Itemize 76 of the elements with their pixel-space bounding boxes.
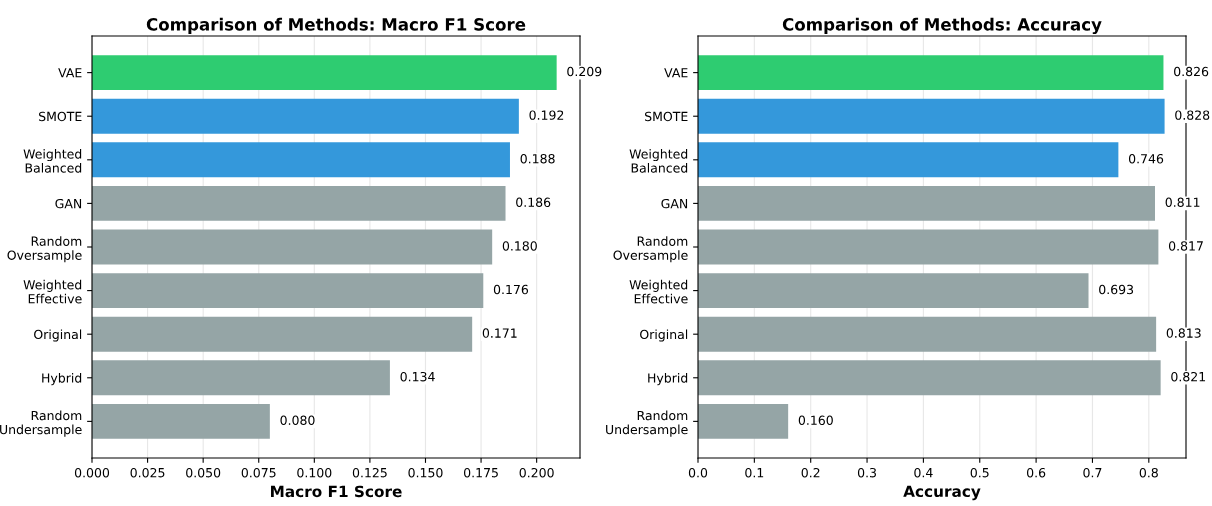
data-label: 0.813	[1166, 328, 1201, 338]
data-label: 0.180	[502, 241, 537, 251]
y-tick-label: Hybrid	[648, 373, 688, 386]
bar	[698, 185, 1156, 221]
data-label: 0.828	[1175, 110, 1210, 120]
bar	[92, 98, 519, 134]
y-tick-label: Random Undersample	[0, 410, 82, 437]
bar	[698, 316, 1157, 352]
x-tick-label: 0.125	[352, 467, 387, 478]
y-tick-label: Original	[34, 329, 82, 342]
x-tick-label: 0.100	[297, 467, 332, 478]
bar	[92, 360, 390, 396]
y-tick-label: SMOTE	[39, 111, 82, 122]
y-tick-label: Weighted Effective	[23, 279, 82, 304]
data-label: 0.821	[1171, 371, 1206, 382]
bar	[92, 55, 557, 91]
x-tick-label: 0.2	[801, 467, 820, 478]
x-tick-label: 0.3	[857, 467, 876, 478]
bar	[92, 273, 484, 309]
y-tick-label: Random Oversample	[7, 236, 82, 263]
data-label: 0.192	[529, 110, 564, 120]
x-tick-label: 0.0	[688, 467, 708, 478]
y-tick-label: Random Oversample	[613, 236, 688, 263]
data-label: 0.826	[1174, 66, 1209, 77]
y-tick-label: Weighted Balanced	[629, 149, 688, 173]
x-tick-label: 0.200	[519, 467, 554, 478]
y-tick-label: VAE	[58, 68, 82, 78]
bar	[92, 185, 506, 221]
bar	[698, 403, 789, 439]
bar	[92, 142, 510, 178]
data-label: 0.209	[567, 66, 602, 77]
chart-title: Comparison of Methods: Macro F1 Score	[146, 17, 526, 34]
bar	[698, 360, 1161, 396]
x-tick-label: 0.000	[74, 467, 110, 478]
data-label: 0.693	[1099, 284, 1134, 295]
bar	[92, 229, 493, 265]
x-tick-label: 0.175	[464, 467, 498, 478]
x-tick-label: 0.050	[186, 467, 221, 478]
y-tick-label: Hybrid	[42, 373, 82, 386]
y-tick-label: GAN	[661, 198, 688, 209]
x-tick-label: 0.6	[1026, 467, 1046, 478]
y-tick-label: Weighted Effective	[629, 279, 688, 304]
x-tick-label: 0.150	[408, 467, 443, 478]
data-label: 0.746	[1128, 153, 1164, 164]
y-tick-label: VAE	[664, 68, 688, 78]
data-label: 0.176	[493, 284, 529, 295]
bar	[92, 403, 270, 439]
data-label: 0.080	[280, 415, 315, 426]
y-tick-label: GAN	[55, 198, 82, 209]
bar	[698, 55, 1164, 91]
x-tick-label: 0.4	[914, 467, 933, 478]
x-tick-label: 0.025	[130, 467, 165, 478]
x-tick-label: 0.1	[745, 467, 764, 478]
bar	[698, 229, 1159, 265]
y-tick-label: Random Undersample	[606, 410, 688, 437]
data-label: 0.134	[400, 371, 435, 382]
data-label: 0.186	[516, 197, 551, 208]
data-label: 0.817	[1168, 241, 1203, 251]
x-tick-label: 0.8	[1139, 467, 1158, 478]
data-label: 0.160	[798, 415, 833, 426]
bar	[698, 98, 1165, 134]
y-tick-label: Original	[640, 329, 688, 342]
x-tick-label: 0.5	[970, 467, 989, 478]
bar	[698, 273, 1089, 309]
y-tick-label: SMOTE	[645, 111, 688, 122]
x-axis-title: Macro F1 Score	[271, 485, 402, 498]
x-tick-label: 0.7	[1083, 467, 1102, 478]
data-label: 0.171	[482, 328, 517, 338]
data-label: 0.811	[1165, 197, 1200, 208]
x-tick-label: 0.075	[241, 467, 276, 478]
bar	[698, 142, 1119, 178]
chart-title: Comparison of Methods: Accuracy	[782, 17, 1102, 35]
data-label: 0.188	[520, 153, 555, 164]
y-tick-label: Weighted Balanced	[23, 149, 82, 173]
x-axis-title: Accuracy	[903, 485, 981, 501]
bar	[92, 316, 473, 352]
